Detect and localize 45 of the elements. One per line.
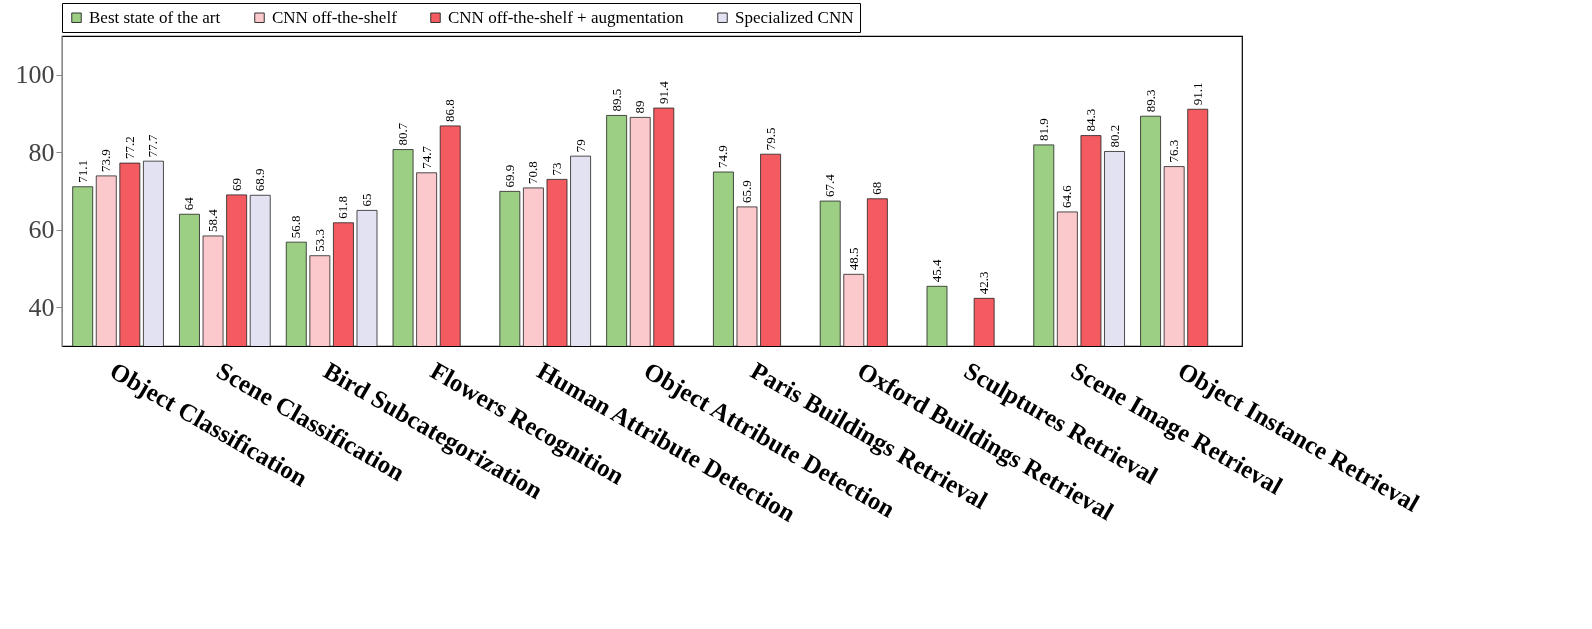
data-label: 74.9 bbox=[715, 145, 731, 169]
data-label: 73 bbox=[549, 162, 564, 176]
legend-label: CNN off-the-shelf + augmentation bbox=[448, 7, 684, 27]
data-label: 79.5 bbox=[762, 127, 778, 151]
data-label: 91.1 bbox=[1189, 82, 1205, 106]
data-label: 91.4 bbox=[655, 80, 671, 105]
y-tick-label: 40 bbox=[28, 292, 55, 322]
data-label: 64 bbox=[181, 196, 197, 211]
data-label: 80.7 bbox=[395, 122, 411, 146]
data-label: 68.9 bbox=[252, 168, 268, 192]
data-label: 79 bbox=[572, 139, 588, 153]
data-label: 89 bbox=[632, 100, 648, 114]
data-label: 70.8 bbox=[525, 161, 541, 184]
y-tick-label: 80 bbox=[28, 137, 55, 167]
data-label: 73.9 bbox=[98, 149, 114, 172]
data-label: 45.4 bbox=[929, 259, 944, 283]
data-label: 65.9 bbox=[739, 180, 754, 203]
data-label: 84.3 bbox=[1082, 108, 1098, 132]
legend-label: Best state of the art bbox=[89, 7, 221, 27]
data-label: 77.7 bbox=[145, 133, 161, 158]
data-label: 65 bbox=[359, 193, 374, 207]
data-label: 48.5 bbox=[845, 247, 861, 271]
data-label: 67.4 bbox=[822, 173, 838, 198]
data-label: 64.6 bbox=[1059, 184, 1075, 208]
data-label: 77.2 bbox=[121, 136, 137, 160]
data-label: 86.8 bbox=[442, 99, 458, 122]
data-label: 69.9 bbox=[501, 164, 517, 188]
data-label: 61.8 bbox=[335, 196, 351, 219]
data-label: 89.5 bbox=[608, 88, 624, 112]
data-label: 56.8 bbox=[288, 215, 304, 239]
data-label: 58.4 bbox=[205, 208, 221, 232]
y-tick-label: 100 bbox=[15, 60, 55, 90]
legend-label: Specialized CNN bbox=[735, 7, 854, 27]
data-label: 53.3 bbox=[311, 228, 327, 252]
data-label: 68 bbox=[869, 181, 885, 195]
data-label: 69 bbox=[228, 177, 244, 191]
legend-label: CNN off-the-shelf bbox=[272, 7, 398, 27]
data-label: 74.7 bbox=[418, 145, 434, 169]
data-label: 89.3 bbox=[1142, 89, 1158, 113]
y-tick-label: 60 bbox=[28, 215, 55, 245]
data-label: 76.3 bbox=[1166, 139, 1182, 163]
data-label: 80.2 bbox=[1106, 124, 1122, 148]
data-label: 42.3 bbox=[976, 271, 992, 295]
data-label: 71.1 bbox=[74, 159, 90, 183]
data-label: 81.9 bbox=[1035, 118, 1051, 141]
